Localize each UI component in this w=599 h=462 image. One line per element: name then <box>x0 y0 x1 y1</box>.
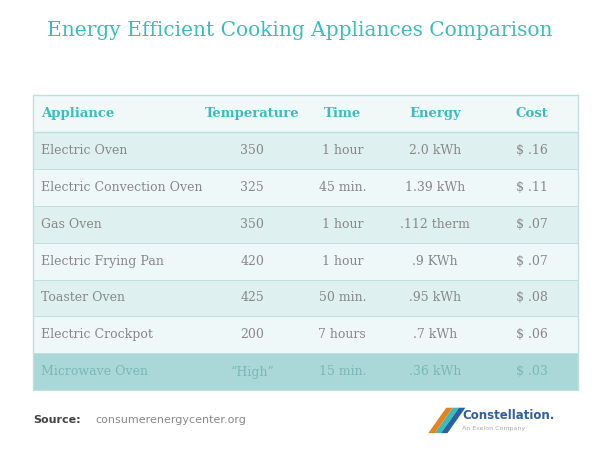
Text: Energy Efficient Cooking Appliances Comparison: Energy Efficient Cooking Appliances Comp… <box>47 21 552 40</box>
Text: .95 kWh: .95 kWh <box>409 292 461 304</box>
Text: $ .16: $ .16 <box>516 144 547 157</box>
Text: Cost: Cost <box>515 107 548 120</box>
Text: 1 hour: 1 hour <box>322 144 363 157</box>
Text: Constellation.: Constellation. <box>462 409 555 422</box>
Text: .36 kWh: .36 kWh <box>409 365 461 378</box>
Text: Electric Convection Oven: Electric Convection Oven <box>41 181 202 194</box>
Text: $ .06: $ .06 <box>516 328 547 341</box>
Text: Energy: Energy <box>409 107 461 120</box>
Text: .9 KWh: .9 KWh <box>412 255 458 267</box>
Text: 350: 350 <box>240 144 264 157</box>
Text: 1.39 kWh: 1.39 kWh <box>405 181 465 194</box>
Text: 420: 420 <box>240 255 264 267</box>
Text: 325: 325 <box>240 181 264 194</box>
Text: $ .11: $ .11 <box>516 181 547 194</box>
Text: 45 min.: 45 min. <box>319 181 366 194</box>
Text: $ .07: $ .07 <box>516 218 547 231</box>
Text: 7 hours: 7 hours <box>319 328 366 341</box>
Text: Gas Oven: Gas Oven <box>41 218 101 231</box>
Text: Temperature: Temperature <box>205 107 300 120</box>
Text: 15 min.: 15 min. <box>319 365 366 378</box>
Text: An Exelon Company: An Exelon Company <box>462 426 525 431</box>
Text: 50 min.: 50 min. <box>319 292 366 304</box>
Text: 2.0 kWh: 2.0 kWh <box>409 144 461 157</box>
Text: Appliance: Appliance <box>41 107 114 120</box>
Text: 425: 425 <box>240 292 264 304</box>
Text: $ .08: $ .08 <box>516 292 547 304</box>
Text: Microwave Oven: Microwave Oven <box>41 365 148 378</box>
Text: 1 hour: 1 hour <box>322 218 363 231</box>
Text: Source:: Source: <box>33 415 81 426</box>
Text: 350: 350 <box>240 218 264 231</box>
Text: 1 hour: 1 hour <box>322 255 363 267</box>
Text: Toaster Oven: Toaster Oven <box>41 292 125 304</box>
Text: Electric Oven: Electric Oven <box>41 144 127 157</box>
Text: Time: Time <box>323 107 361 120</box>
Text: “High”: “High” <box>231 365 274 378</box>
Text: consumerenergycenter.org: consumerenergycenter.org <box>96 415 247 426</box>
Text: .7 kWh: .7 kWh <box>413 328 457 341</box>
Text: .112 therm: .112 therm <box>400 218 470 231</box>
Text: 200: 200 <box>240 328 264 341</box>
Text: $ .07: $ .07 <box>516 255 547 267</box>
Text: Electric Frying Pan: Electric Frying Pan <box>41 255 164 267</box>
Text: $ .03: $ .03 <box>516 365 547 378</box>
Text: Electric Crockpot: Electric Crockpot <box>41 328 153 341</box>
